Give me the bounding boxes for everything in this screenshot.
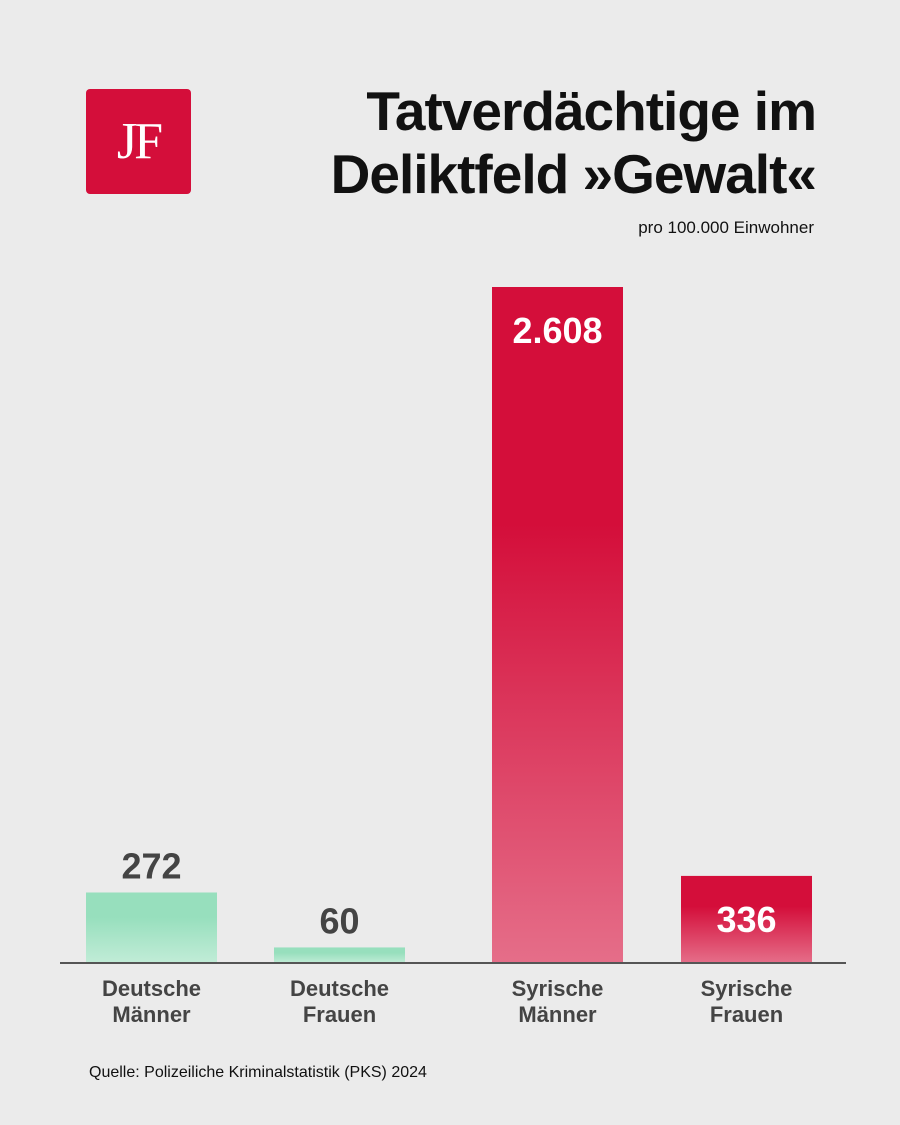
bar-deutsche-frauen — [274, 947, 405, 963]
bar-syrische-männer — [492, 287, 623, 963]
data-label: 60 — [319, 900, 359, 941]
category-label: Deutsche — [290, 976, 389, 1001]
category-label: Frauen — [303, 1002, 376, 1027]
jf-logo: JF — [86, 89, 191, 194]
chart-title: Tatverdächtige im Deliktfeld »Gewalt« — [330, 80, 817, 206]
bar-deutsche-männer — [86, 892, 217, 963]
chart-subtitle: pro 100.000 Einwohner — [638, 218, 814, 237]
category-label: Frauen — [710, 1002, 783, 1027]
chart-title-line-1: Tatverdächtige im — [366, 80, 817, 142]
bar-syrische-frauen — [681, 875, 812, 963]
data-label: 336 — [716, 899, 776, 940]
category-label: Syrische — [701, 976, 793, 1001]
category-label: Männer — [518, 1002, 597, 1027]
data-label: 2.608 — [512, 310, 602, 351]
category-label: Männer — [112, 1002, 191, 1027]
category-label: Deutsche — [102, 976, 201, 1001]
source-note: Quelle: Polizeiliche Kriminalstatistik (… — [89, 1064, 427, 1081]
data-label: 272 — [121, 845, 181, 886]
category-label: Syrische — [512, 976, 604, 1001]
chart-title-line-2: Deliktfeld »Gewalt« — [330, 143, 817, 205]
